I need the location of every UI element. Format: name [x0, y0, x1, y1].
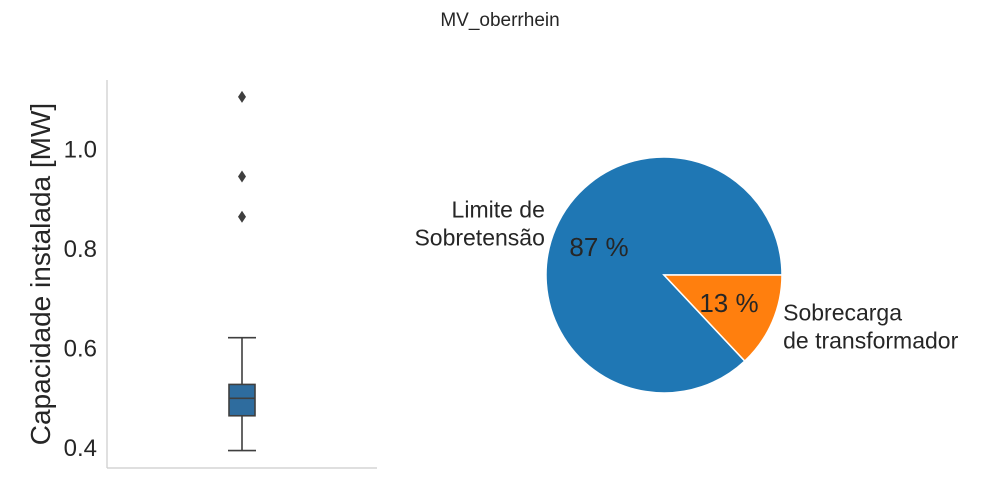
- y-tick-label: 0.8: [64, 236, 97, 263]
- y-tick-label: 0.6: [64, 336, 97, 363]
- figure-title: MV_oberrhein: [440, 10, 559, 31]
- box-iqr: [228, 383, 256, 417]
- pie-slice: [545, 156, 783, 394]
- pie-percent-label: 87 %: [569, 232, 628, 262]
- pie-slice: [662, 274, 783, 363]
- boxplot-panel: 0.4 0.6 0.8 1.0 Capacidade instalada [MW]: [25, 80, 377, 469]
- pie-category-label: Sobrecarga de transformador: [783, 300, 958, 354]
- y-ticks: 0.4 0.6 0.8 1.0: [64, 137, 97, 462]
- y-tick-label: 0.4: [64, 435, 97, 462]
- pie-panel: 87 % Limite de Sobretensão 13 % Sobrecarga de…: [414, 156, 959, 394]
- outlier-point: [238, 90, 246, 103]
- y-tick-label: 1.0: [64, 137, 97, 164]
- outlier-point: [238, 210, 246, 223]
- pie-percent-label: 13 %: [699, 288, 758, 318]
- pie-category-label: Limite de Sobretensão: [414, 196, 544, 250]
- y-axis-label: Capacidade instalada [MW]: [25, 103, 56, 445]
- box-marks: [228, 90, 256, 452]
- outlier-point: [238, 170, 246, 183]
